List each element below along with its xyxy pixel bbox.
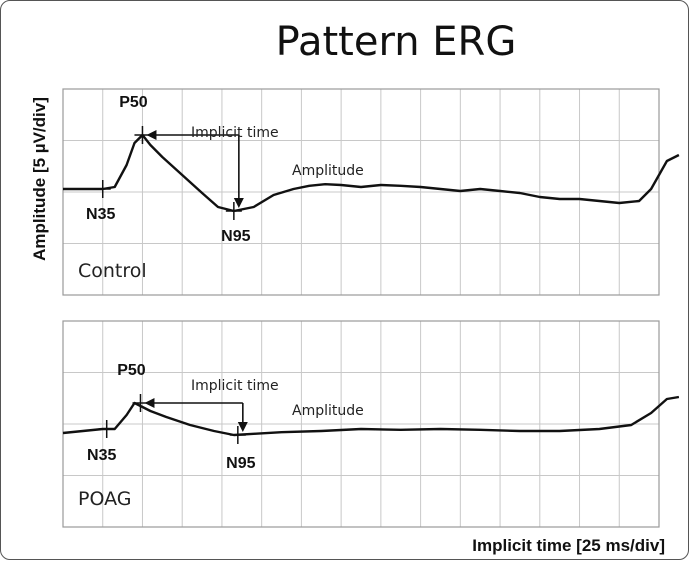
implicit-time-arrowhead (146, 130, 157, 140)
panel-border (62, 88, 660, 296)
implicit-time-annotation: Implicit time (191, 125, 279, 141)
peak-label-n35: N35 (87, 447, 116, 464)
amplitude-arrowhead (233, 198, 244, 208)
panel-name-control: Control (78, 260, 147, 282)
panel-border (62, 320, 660, 528)
amplitude-annotation: Amplitude (292, 403, 364, 419)
y-axis-label: Amplitude [5 µV/div] (30, 97, 49, 261)
peak-label-n95: N95 (221, 228, 250, 245)
amplitude-annotation: Amplitude (292, 163, 364, 179)
peak-label-p50: P50 (119, 94, 148, 111)
chart-title: Pattern ERG (276, 19, 517, 65)
panel-control: N35 P50 N95 Implicit time Amplitude Control (62, 88, 680, 296)
panel-name-poag: POAG (78, 488, 131, 510)
peak-label-n35: N35 (86, 206, 115, 223)
peak-marker-n35 (94, 180, 111, 198)
peak-marker-n95 (225, 202, 242, 220)
implicit-time-annotation: Implicit time (191, 378, 279, 394)
erg-trace-poag (62, 395, 680, 437)
peak-label-p50: P50 (117, 362, 146, 379)
peak-label-n95: N95 (226, 455, 255, 472)
x-axis-label: Implicit time [25 ms/div] (472, 536, 665, 555)
amplitude-arrowhead (237, 422, 248, 432)
implicit-time-arrowhead (144, 398, 155, 408)
peak-marker-n95 (229, 426, 246, 444)
panel-poag: N35 P50 N95 Implicit time Amplitude POAG (62, 320, 680, 528)
erg-trace-control (63, 133, 680, 213)
peak-marker-n35 (98, 420, 115, 438)
